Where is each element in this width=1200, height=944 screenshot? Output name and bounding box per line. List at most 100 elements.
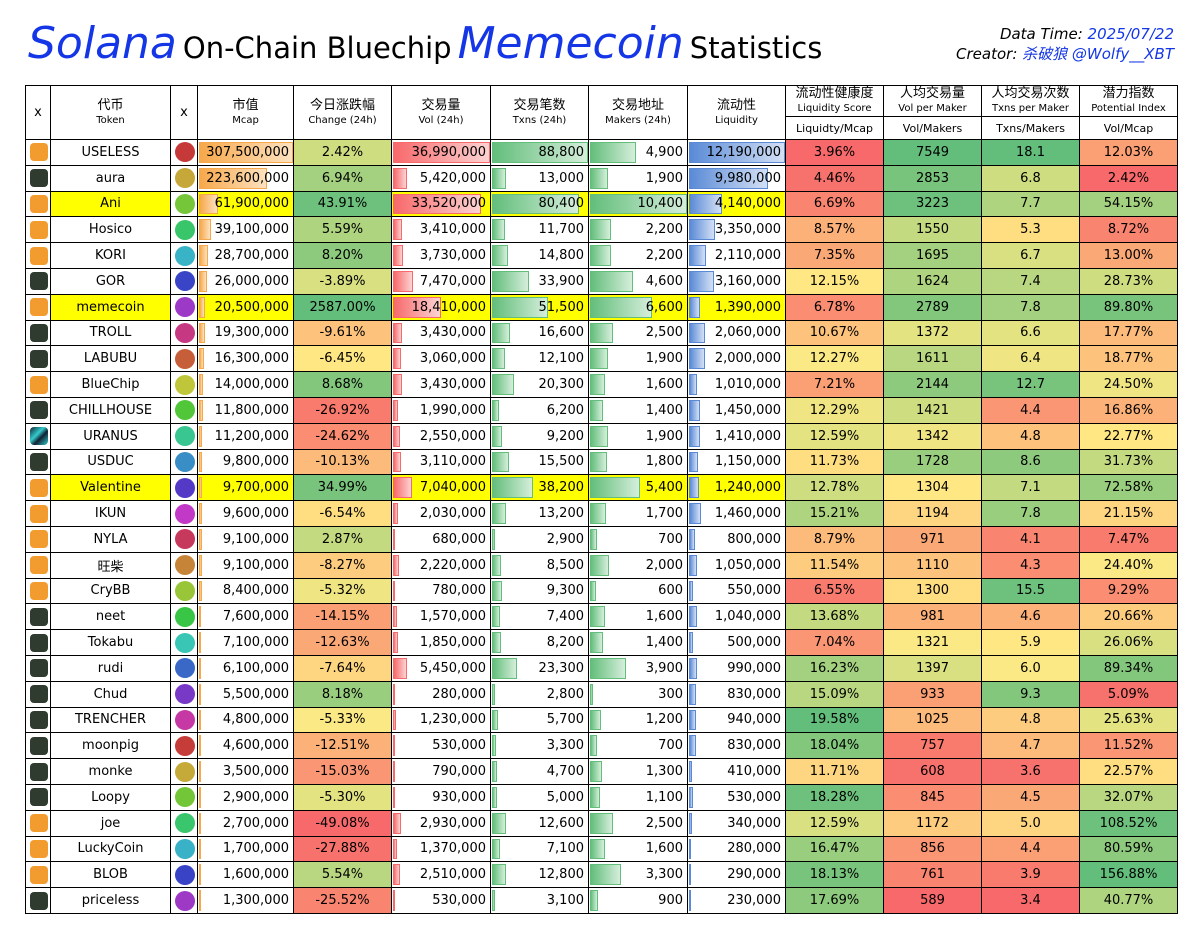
header-cell: 流动性健康度 Liquidity Score <box>785 85 884 117</box>
value-cell: 20,300 <box>490 371 589 398</box>
launchpad-cell <box>25 371 51 398</box>
data-bar <box>492 761 498 782</box>
value-cell: -6.45% <box>293 345 392 373</box>
value: 2,930,000 <box>419 815 486 831</box>
value-cell: 8,200 <box>490 629 589 656</box>
value-cell: 23,300 <box>490 654 589 682</box>
data-bar <box>492 838 500 860</box>
launchpad-icon <box>30 401 48 420</box>
value-cell: 89.34% <box>1079 654 1178 682</box>
data-row: Valentine 9,700,000 34.99% 7,040,000 38,200 5… <box>25 474 1178 502</box>
value-cell: 4,800,000 <box>197 706 294 734</box>
data-bar <box>199 142 293 163</box>
header-en: Mcap <box>232 114 259 126</box>
value: 1,370,000 <box>419 841 486 857</box>
data-bar <box>199 425 203 447</box>
value-cell: 1025 <box>883 706 982 734</box>
value: 8,400,000 <box>222 583 289 599</box>
value: 6,200 <box>546 402 584 418</box>
value: 33,900 <box>538 273 585 289</box>
launchpad-cell <box>25 783 51 811</box>
value-cell: 9,800,000 <box>197 448 294 476</box>
value-cell: 18.77% <box>1079 345 1178 373</box>
header-cell: 人均交易量 Vol per Maker <box>883 85 982 117</box>
value: 1,230,000 <box>419 712 486 728</box>
header-zh: 交易地址 <box>611 97 664 113</box>
data-bar <box>590 374 605 395</box>
value: 3,500,000 <box>222 764 289 780</box>
data-bar <box>199 864 201 886</box>
value: 5,400 <box>645 480 683 496</box>
value-cell: 700 <box>588 525 688 553</box>
data-bar <box>199 477 202 499</box>
token-image-cell <box>170 293 198 321</box>
data-bar <box>393 503 399 524</box>
data-bar <box>492 812 506 834</box>
value-cell: 530,000 <box>391 732 491 760</box>
value-cell: 2,900 <box>490 525 589 553</box>
value-cell: 340,000 <box>687 809 786 837</box>
value-cell: 1,400 <box>588 629 688 656</box>
value: 930,000 <box>432 789 486 805</box>
data-bar <box>199 890 201 911</box>
token-cell: Valentine <box>50 474 171 502</box>
value-cell: 3.9 <box>981 861 1080 889</box>
data-row: NYLA 9,100,000 2.87% 680,000 2,900 700 800,000… <box>25 525 1178 553</box>
value-cell: 830,000 <box>687 680 786 708</box>
token-image-cell <box>170 267 198 295</box>
value-cell: 1,230,000 <box>391 706 491 734</box>
value-cell: 8.57% <box>785 216 884 244</box>
launchpad-cell <box>25 603 51 631</box>
value: 14,000,000 <box>214 377 289 393</box>
launchpad-cell <box>25 706 51 734</box>
value: 7,100,000 <box>222 635 289 651</box>
value-cell: 33,520,000 <box>391 190 491 218</box>
value-cell: 5.3 <box>981 216 1080 244</box>
value: 11,700 <box>538 222 585 238</box>
token-cell: aura <box>50 164 171 192</box>
data-bar <box>199 193 218 215</box>
value-cell: -6.54% <box>293 500 392 527</box>
token-image <box>175 838 195 859</box>
value: 51,500 <box>538 299 585 315</box>
value-cell: 530,000 <box>687 783 786 811</box>
data-bar <box>689 425 701 447</box>
value: 2,800 <box>546 686 584 702</box>
value-cell: 12.59% <box>785 422 884 450</box>
data-bar <box>393 451 402 473</box>
value: 1,700,000 <box>222 841 289 857</box>
data-bar <box>393 528 395 550</box>
value-cell: 3,410,000 <box>391 216 491 244</box>
token-image <box>175 529 195 550</box>
data-bar <box>492 657 518 679</box>
header-cell: 人均交易次数 Txns per Maker <box>981 85 1080 117</box>
value-cell: -27.88% <box>293 835 392 863</box>
value-cell: 2,700,000 <box>197 809 294 837</box>
value: 7,600,000 <box>222 609 289 625</box>
data-bar <box>590 451 607 473</box>
title-part: Memecoin <box>457 18 684 69</box>
value-cell: 9,980,000 <box>687 164 786 192</box>
header-en: Makers (24h) <box>605 114 671 126</box>
value: 3,300 <box>546 738 584 754</box>
value: 1,100 <box>645 789 683 805</box>
header-zh: 代币 <box>97 97 124 113</box>
value-cell: -15.03% <box>293 758 392 785</box>
data-bar <box>393 606 398 628</box>
value-cell: 4,900 <box>588 139 688 166</box>
data-bar <box>199 554 202 576</box>
token-cell: priceless <box>50 887 171 914</box>
launchpad-cell <box>25 809 51 837</box>
data-bar <box>393 167 408 189</box>
token-image <box>175 168 195 189</box>
value-cell: 18.28% <box>785 783 884 811</box>
header-zh: 流动性健康度 <box>795 86 874 102</box>
value-cell: -10.13% <box>293 448 392 476</box>
value-cell: 2,200 <box>588 242 688 269</box>
value-cell: 12.29% <box>785 396 884 424</box>
token-image <box>175 245 195 266</box>
value-cell: 38,200 <box>490 474 589 502</box>
value: 2,200 <box>645 222 683 238</box>
token-cell: IKUN <box>50 500 171 527</box>
token-image-cell <box>170 242 198 269</box>
